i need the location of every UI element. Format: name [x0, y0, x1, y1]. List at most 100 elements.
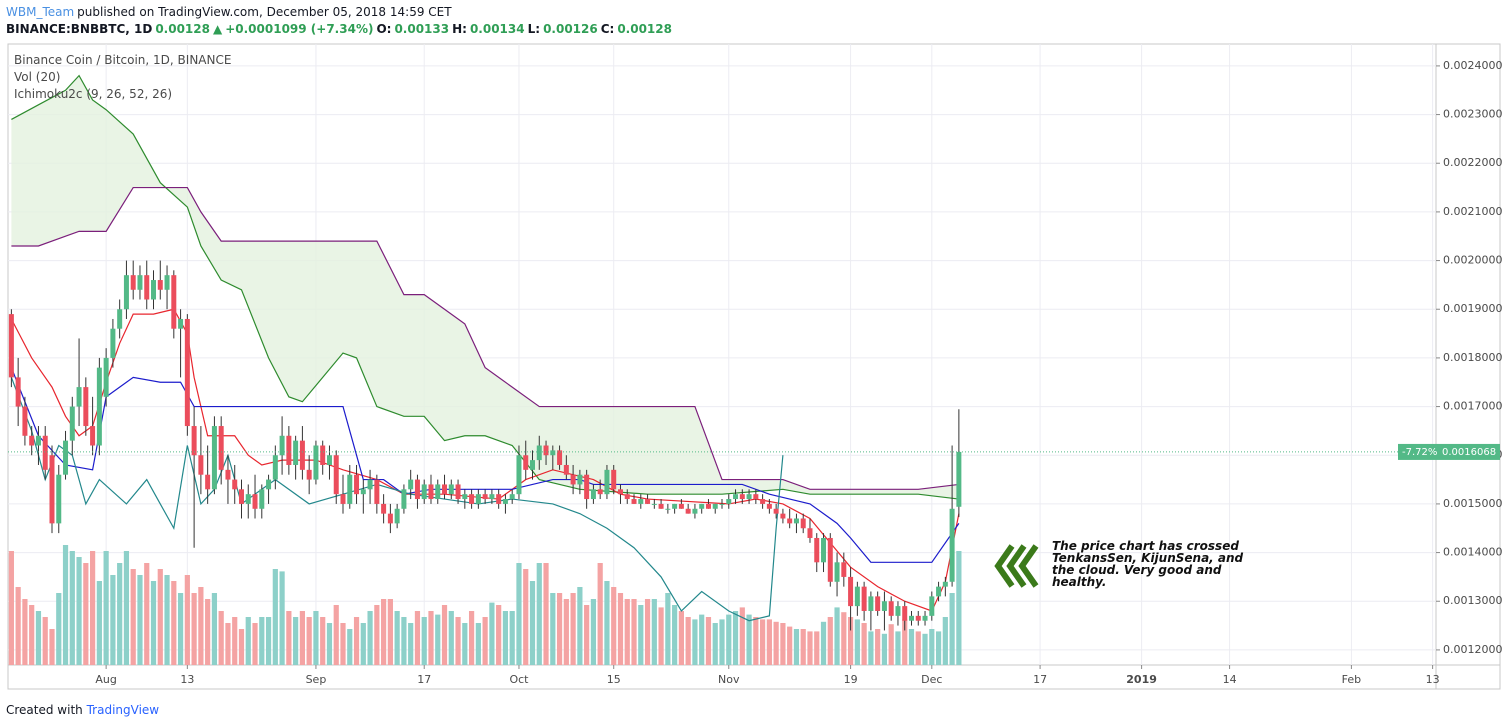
volume-bar — [766, 619, 772, 665]
volume-bar — [150, 581, 157, 665]
candle-body — [198, 455, 204, 475]
volume-bar — [462, 623, 468, 665]
volume-bar — [563, 599, 569, 665]
volume-bar — [922, 633, 928, 665]
candle-body — [834, 562, 840, 582]
candle-body — [184, 318, 190, 427]
volume-bar — [631, 599, 637, 665]
candle-body — [29, 435, 35, 446]
volume-bar — [286, 611, 292, 665]
volume-bar — [225, 623, 231, 665]
candle-body — [340, 494, 346, 504]
price-change-label: -7.72% — [1402, 447, 1437, 458]
volume-bar — [232, 617, 238, 665]
volume-bar — [428, 611, 434, 665]
chevron-icon — [994, 544, 1039, 588]
volume-bar — [807, 631, 813, 665]
candle-body — [719, 503, 725, 505]
candle-body — [320, 445, 326, 465]
candle-body — [597, 489, 603, 495]
volume-bar — [435, 614, 441, 665]
volume-bar — [482, 617, 488, 665]
volume-bar — [475, 623, 481, 665]
volume-bar — [861, 623, 867, 665]
candle-body — [888, 601, 894, 616]
volume-bar — [238, 629, 245, 665]
volume-bar — [908, 629, 915, 665]
y-tick-label: 0.0024000 — [1443, 59, 1503, 72]
volume-bar — [69, 551, 75, 665]
volume-bar — [22, 599, 28, 665]
volume-bar — [780, 623, 786, 665]
volume-bar — [590, 599, 597, 665]
candle-body — [482, 494, 488, 500]
open: 0.00133 — [394, 22, 450, 36]
candle-body — [956, 451, 962, 507]
candle-body — [658, 503, 664, 509]
cloud-layer — [11, 75, 959, 500]
volume-bar — [888, 624, 894, 665]
volume-bar — [617, 593, 624, 665]
candle-body — [726, 499, 732, 504]
volume-bar — [753, 617, 759, 665]
volume-bar — [949, 593, 955, 665]
candle-body — [895, 606, 901, 616]
candle-body — [814, 537, 820, 563]
candle-body — [908, 615, 914, 621]
volume-bar — [103, 551, 109, 665]
candle-body — [421, 484, 427, 500]
candle-body — [651, 503, 657, 505]
candles — [8, 260, 962, 631]
volume-bar — [624, 599, 630, 665]
x-tick-label: 19 — [844, 673, 858, 686]
legend-ichimoku: Ichimoku2c (9, 26, 52, 26) — [14, 87, 173, 101]
candle-body — [848, 576, 854, 607]
candle-body — [584, 474, 590, 500]
candle-body — [841, 562, 847, 577]
annotation: The price chart has crossed TenkansSen, … — [1052, 539, 1244, 589]
y-tick-label: 0.0015000 — [1443, 497, 1503, 510]
volume-bar — [644, 599, 651, 665]
x-tick-label: 17 — [1033, 673, 1047, 686]
legend-title: Binance Coin / Bitcoin, 1D, BINANCE — [14, 53, 232, 67]
y-tick-label: 0.0018000 — [1443, 351, 1503, 364]
volume-bar — [868, 631, 874, 665]
volume-bar — [875, 629, 881, 665]
x-tick-label: Sep — [306, 673, 327, 686]
candle-body — [157, 280, 163, 290]
volume-bar — [705, 617, 712, 665]
volume-bar — [556, 593, 563, 665]
candle-body — [936, 586, 942, 597]
brand[interactable]: TradingView — [86, 703, 160, 717]
volume-bar — [746, 614, 752, 665]
candle-body — [164, 275, 170, 290]
x-tick-label: 17 — [417, 673, 431, 686]
candle-body — [110, 328, 116, 358]
candle-body — [272, 455, 278, 480]
candle-body — [793, 518, 799, 524]
candle-body — [286, 435, 292, 465]
candle-body — [49, 455, 55, 524]
volume-bar — [726, 614, 732, 665]
volume-bar — [611, 587, 617, 665]
y-tick-label: 0.0023000 — [1443, 108, 1503, 121]
volume-bar — [218, 611, 224, 665]
volume-bar — [577, 587, 583, 665]
volume-bar — [198, 587, 204, 665]
candle-body — [123, 275, 129, 310]
candle-body — [868, 596, 874, 611]
volume-bar — [455, 617, 461, 665]
volume-bar — [773, 621, 779, 665]
candle-body — [496, 494, 502, 504]
volume-bar — [421, 617, 427, 665]
indicator-line — [11, 74, 959, 500]
axes: 0.0012000 0.0013000 0.0014000 0.0015000 0.00… — [8, 59, 1503, 686]
volume-bar — [678, 611, 684, 665]
volume-bar — [381, 599, 387, 665]
volume-bar — [347, 629, 353, 665]
volume-bar — [76, 557, 82, 665]
volume-bar — [320, 617, 326, 665]
author[interactable]: WBM_Team — [6, 5, 75, 19]
candle-body — [875, 596, 881, 611]
volume-bar — [516, 563, 522, 665]
